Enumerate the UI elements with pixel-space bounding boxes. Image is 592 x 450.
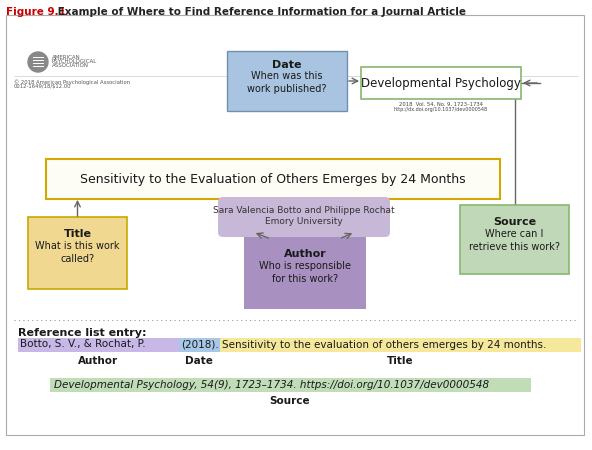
Text: Author: Author: [284, 249, 326, 259]
Text: Where can I
retrieve this work?: Where can I retrieve this work?: [469, 229, 560, 252]
Text: PSYCHOLOGICAL: PSYCHOLOGICAL: [52, 59, 97, 64]
FancyBboxPatch shape: [46, 159, 500, 199]
Text: Developmental Psychology: Developmental Psychology: [361, 76, 521, 90]
Text: (2018).: (2018).: [181, 339, 219, 350]
Text: Botto, S. V., & Rochat, P.: Botto, S. V., & Rochat, P.: [20, 339, 146, 350]
FancyBboxPatch shape: [18, 338, 179, 351]
FancyBboxPatch shape: [179, 338, 220, 351]
Text: Author: Author: [78, 356, 118, 366]
Text: Sensitivity to the Evaluation of Others Emerges by 24 Months: Sensitivity to the Evaluation of Others …: [80, 172, 466, 185]
Text: 0012-1649/18/$12.00: 0012-1649/18/$12.00: [14, 84, 72, 89]
Text: Date: Date: [272, 60, 302, 70]
Text: Sara Valencia Botto and Philippe Rochat
Emory University: Sara Valencia Botto and Philippe Rochat …: [213, 206, 395, 226]
Text: Source: Source: [270, 396, 310, 406]
FancyBboxPatch shape: [227, 51, 347, 111]
Text: Figure 9.1: Figure 9.1: [6, 7, 66, 17]
Text: Sensitivity to the evaluation of others emerges by 24 months.: Sensitivity to the evaluation of others …: [222, 339, 546, 350]
FancyBboxPatch shape: [244, 237, 366, 309]
Text: 2018  Vol. 54, No. 9, 1723–1734: 2018 Vol. 54, No. 9, 1723–1734: [399, 102, 483, 107]
Text: Title: Title: [387, 356, 413, 366]
Text: © 2018 American Psychological Association: © 2018 American Psychological Associatio…: [14, 79, 130, 85]
Text: Who is responsible
for this work?: Who is responsible for this work?: [259, 261, 351, 284]
Text: Developmental Psychology, 54(9), 1723–1734. https://doi.org/10.1037/dev0000548: Developmental Psychology, 54(9), 1723–17…: [54, 379, 489, 390]
Text: Reference list entry:: Reference list entry:: [18, 328, 146, 338]
FancyBboxPatch shape: [50, 378, 530, 392]
Text: Date: Date: [185, 356, 213, 366]
FancyBboxPatch shape: [220, 338, 581, 351]
FancyBboxPatch shape: [218, 197, 390, 237]
Text: AMERICAN: AMERICAN: [52, 55, 81, 60]
Text: Example of Where to Find Reference Information for a Journal Article: Example of Where to Find Reference Infor…: [54, 7, 466, 17]
Circle shape: [28, 52, 48, 72]
Text: http://dx.doi.org/10.1037/dev0000548: http://dx.doi.org/10.1037/dev0000548: [394, 107, 488, 112]
Text: Title: Title: [63, 229, 92, 239]
Text: When was this
work published?: When was this work published?: [247, 71, 327, 94]
Text: What is this work
called?: What is this work called?: [36, 241, 120, 264]
Text: Source: Source: [493, 217, 536, 227]
FancyBboxPatch shape: [460, 205, 569, 274]
FancyBboxPatch shape: [28, 217, 127, 289]
Text: ASSOCIATION: ASSOCIATION: [52, 63, 89, 68]
FancyBboxPatch shape: [361, 67, 521, 99]
FancyBboxPatch shape: [6, 15, 584, 435]
